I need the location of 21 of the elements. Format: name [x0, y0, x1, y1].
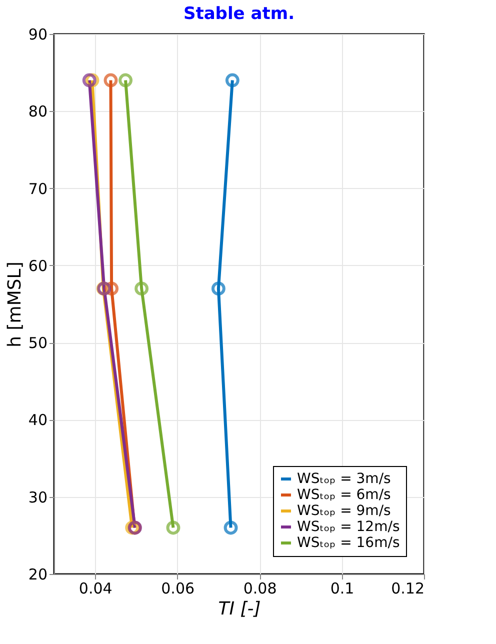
x-tick-label: 0.12 — [391, 580, 424, 598]
legend-label: WSₜₒₚ = 9m/s — [297, 503, 391, 519]
y-axis-title: h [mMSL] — [4, 262, 26, 348]
x-tick-label: 0.1 — [330, 580, 354, 598]
x-axis-title: TI [-] — [218, 598, 261, 620]
y-tick-label: 20 — [28, 566, 48, 584]
y-tick-label: 70 — [28, 180, 48, 198]
chart-title: Stable atm. — [183, 4, 295, 24]
legend-label: WSₜₒₚ = 6m/s — [297, 487, 391, 503]
y-tick-label: 50 — [28, 334, 48, 352]
x-tick-label: 0.06 — [161, 580, 195, 598]
y-tick-label: 40 — [28, 411, 48, 430]
legend-label: WSₜₒₚ = 3m/s — [297, 471, 391, 487]
x-tick-label: 0.04 — [78, 580, 112, 598]
legend-label: WSₜₒₚ = 12m/s — [297, 519, 400, 535]
y-tick-label: 80 — [28, 102, 48, 121]
y-tick-label: 90 — [28, 26, 48, 44]
y-tick-label: 30 — [28, 488, 48, 506]
y-tick-label: 60 — [28, 256, 48, 275]
legend-label: WSₜₒₚ = 16m/s — [297, 535, 400, 551]
x-tick-label: 0.08 — [243, 580, 277, 598]
